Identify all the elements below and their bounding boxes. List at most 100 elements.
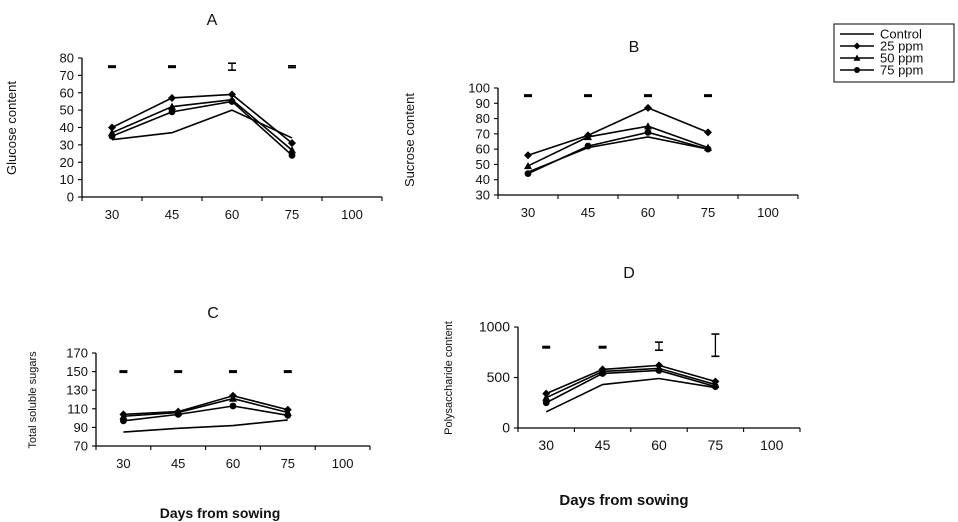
data-point: [524, 170, 532, 178]
legend-entry: Control: [840, 27, 922, 42]
series-line: [123, 419, 288, 433]
series-c-50-ppm: [119, 394, 292, 420]
y-tick-label-b: 50: [476, 157, 490, 172]
legend-marker: [853, 54, 861, 61]
data-point: [542, 389, 551, 398]
x-tick-label-b: 60: [641, 205, 655, 220]
error-bar-a: [288, 65, 296, 69]
x-tick-label-d: 45: [595, 437, 611, 453]
y-tick-label-b: 30: [476, 188, 490, 203]
y-tick-label-a: 10: [60, 172, 74, 187]
data-point: [229, 402, 237, 410]
series-b-25-ppm: [524, 103, 712, 160]
x-tick-label-a: 75: [285, 207, 299, 222]
series-d-control: [545, 377, 716, 413]
x-tick-label-b: 75: [701, 205, 715, 220]
x-tick-label-c: 75: [281, 456, 295, 471]
error-bar-a: [228, 62, 236, 71]
y-tick-label-d: 1000: [479, 319, 510, 335]
data-point: [168, 108, 176, 116]
y-tick-label-a: 30: [60, 137, 74, 152]
series-line: [123, 394, 288, 416]
y-tick-label-a: 50: [60, 103, 74, 118]
y-tick-label-b: 90: [476, 96, 490, 111]
series-line: [545, 367, 716, 399]
x-tick-label-a: 60: [225, 207, 239, 222]
data-point: [288, 139, 296, 148]
data-point: [288, 151, 296, 159]
legend-entry: 75 ppm: [840, 63, 923, 78]
x-tick-label-c: 100: [332, 456, 354, 471]
data-point: [168, 102, 176, 110]
x-tick-label-c: 30: [116, 456, 130, 471]
chart-title-c: C: [207, 305, 219, 322]
y-tick-label-a: 20: [60, 155, 74, 170]
y-tick-label-b: 100: [468, 81, 490, 96]
data-point: [524, 161, 532, 170]
x-tick-label-d: 100: [760, 437, 784, 453]
error-bar-d: [655, 341, 663, 352]
data-point: [655, 367, 663, 374]
chart-title-b: B: [629, 39, 640, 56]
series-line: [111, 100, 293, 156]
y-tick-label-b: 70: [476, 126, 490, 141]
y-tick-label-a: 0: [67, 190, 74, 205]
legend-marker: [854, 67, 860, 73]
y-tick-label-c: 150: [66, 364, 88, 379]
y-tick-label-a: 40: [60, 120, 74, 135]
data-point: [584, 132, 592, 141]
error-bar-d: [711, 333, 720, 358]
data-point: [120, 417, 127, 425]
data-point: [542, 393, 551, 401]
data-point: [174, 410, 182, 418]
chart-title-d: D: [623, 265, 635, 282]
x-tick-label-a: 45: [165, 207, 179, 222]
data-point: [228, 90, 236, 99]
x-tick-label-d: 75: [708, 437, 724, 453]
y-tick-label-a: 70: [60, 68, 74, 83]
y-tick-label-a: 60: [60, 85, 74, 100]
y-tick-label-c: 170: [66, 346, 88, 361]
series-a-75-ppm: [108, 98, 296, 159]
data-point: [704, 128, 712, 137]
series-line: [545, 364, 716, 395]
x-axis-label-d: Days from sowing: [559, 492, 688, 509]
series-line: [527, 106, 709, 157]
data-point: [644, 103, 652, 112]
y-tick-label-d: 500: [487, 369, 511, 385]
y-tick-label-c: 110: [67, 401, 88, 416]
x-axis-label-c: Days from sowing: [160, 505, 281, 521]
legend-label: 50 ppm: [880, 51, 923, 66]
x-tick-label-c: 60: [226, 456, 240, 471]
legend-entry: 50 ppm: [840, 51, 923, 66]
series-c-control: [123, 419, 288, 433]
series-line: [545, 377, 716, 413]
series-line: [527, 125, 709, 167]
x-tick-label-c: 45: [171, 456, 185, 471]
y-tick-label-c: 90: [74, 420, 88, 435]
x-tick-label-b: 100: [757, 205, 779, 220]
legend-entry: 25 ppm: [840, 39, 923, 54]
x-tick-label-b: 30: [521, 205, 535, 220]
data-point: [168, 93, 176, 102]
data-point: [704, 145, 712, 153]
data-point: [119, 412, 128, 420]
legend-label: 25 ppm: [880, 39, 923, 54]
series-line: [123, 397, 288, 418]
series-line: [545, 369, 716, 404]
legend-marker: [853, 42, 861, 50]
series-line: [123, 405, 288, 422]
x-tick-label-d: 30: [538, 437, 554, 453]
y-tick-label-c: 70: [74, 439, 88, 454]
data-point: [644, 122, 652, 130]
data-point: [542, 399, 550, 407]
series-d-50-ppm: [542, 364, 720, 401]
legend-label: 75 ppm: [880, 63, 923, 78]
data-point: [228, 98, 236, 105]
legend-label: Control: [880, 27, 922, 42]
x-tick-label-d: 60: [651, 437, 667, 453]
y-axis-label-c: Total soluble sugars: [27, 351, 39, 449]
series-a-25-ppm: [108, 90, 296, 148]
